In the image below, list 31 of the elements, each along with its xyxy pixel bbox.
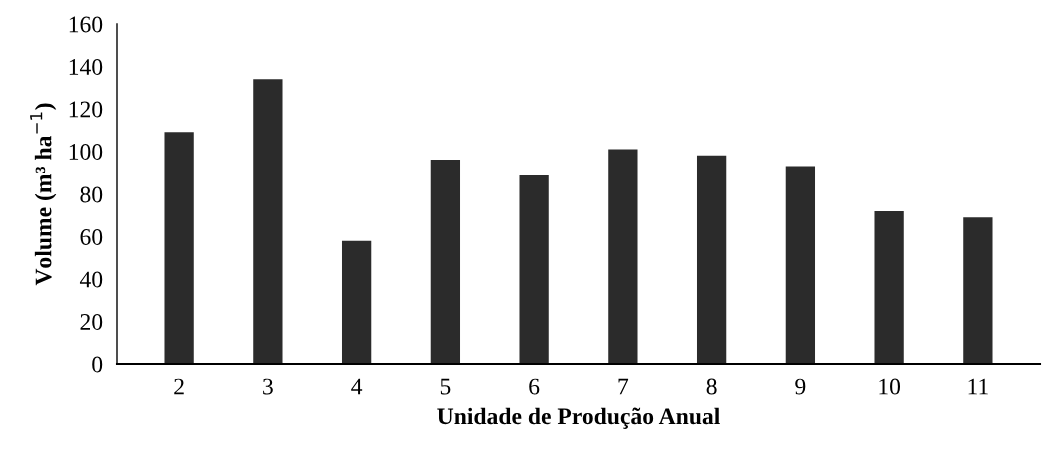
y-tick-label: 20 (80, 313, 103, 330)
bar (430, 160, 461, 364)
x-tick-label: 6 (529, 378, 540, 395)
bar (341, 240, 372, 364)
y-tick-label: 40 (79, 271, 103, 288)
bar (963, 217, 993, 364)
x-axis-title: Unidade de Produção Anual (437, 407, 720, 429)
x-tick-label: 7 (618, 378, 629, 395)
y-axis-title: Volume (m³ ha$^{−1}$) (30, 103, 57, 286)
y-tick-label: 160 (69, 16, 103, 33)
bar (696, 155, 727, 364)
bar (785, 166, 816, 364)
x-tick-label: 5 (440, 378, 451, 395)
x-tick-label: 9 (795, 378, 806, 395)
bar (164, 132, 194, 364)
x-tick-label: 11 (968, 378, 988, 395)
x-tick-label: 2 (174, 378, 184, 395)
y-tick-label: 60 (80, 228, 103, 245)
y-tick-label: 100 (69, 143, 103, 160)
bar (253, 79, 283, 364)
x-tick-label: 10 (879, 378, 901, 395)
x-tick-label: 4 (351, 378, 363, 395)
bar (519, 174, 549, 364)
y-tick-label: 140 (69, 58, 103, 75)
bar (608, 149, 638, 364)
x-tick-label: 8 (706, 378, 717, 395)
y-tick-label: 80 (80, 186, 103, 203)
bar (874, 211, 904, 364)
y-tick-label: 0 (92, 356, 103, 373)
x-tick-label: 3 (263, 378, 273, 395)
y-tick-label: 120 (69, 101, 103, 118)
